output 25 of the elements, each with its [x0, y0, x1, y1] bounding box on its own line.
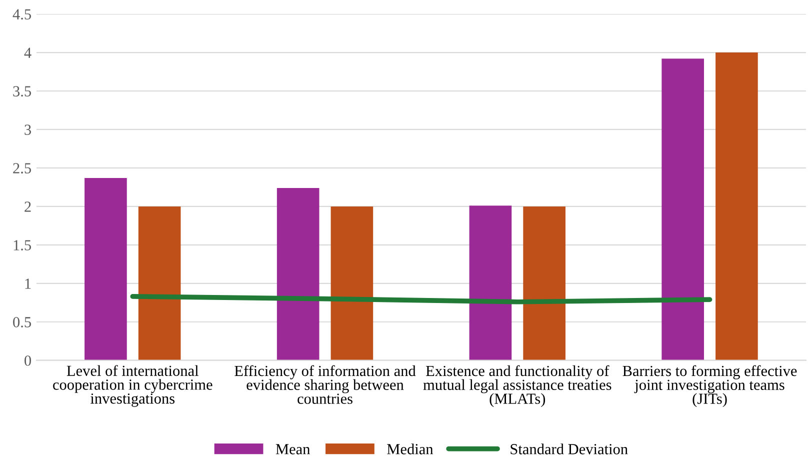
bar	[469, 206, 512, 360]
bar	[662, 58, 704, 360]
y-tick-label: 0.5	[13, 317, 31, 328]
y-tick-label: 0	[24, 356, 32, 366]
x-tick-label: Barriers to forming effective joint investigation teams (JITs)	[622, 365, 797, 408]
x-tick-label: Efficiency of information and evidence sharing between countries	[234, 365, 416, 404]
y-tick-label: 1	[25, 278, 31, 289]
y-tick-label: 2.5	[13, 163, 31, 174]
x-tick-label: Level of international cooperation in cybercrime investigations	[53, 365, 212, 407]
bar	[84, 178, 127, 360]
x-tick-label: Existence and functionality of mutual legal assistance treaties (MLATs)	[423, 365, 612, 408]
y-tick-label: 3	[24, 124, 31, 135]
legend-label: Mean	[276, 444, 310, 454]
bar	[138, 206, 181, 360]
y-tick-label: 4.5	[12, 9, 31, 20]
bar	[276, 188, 320, 360]
legend-label: Standard Deviation	[510, 444, 628, 454]
bar	[330, 206, 374, 360]
bar	[716, 52, 758, 360]
legend-label: Median	[387, 444, 434, 454]
bar	[523, 206, 566, 360]
y-tick-label: 3.5	[13, 86, 31, 97]
y-tick-label: 4	[24, 48, 32, 58]
y-tick-label: 2	[24, 202, 31, 212]
y-tick-label: 1.5	[14, 240, 31, 250]
